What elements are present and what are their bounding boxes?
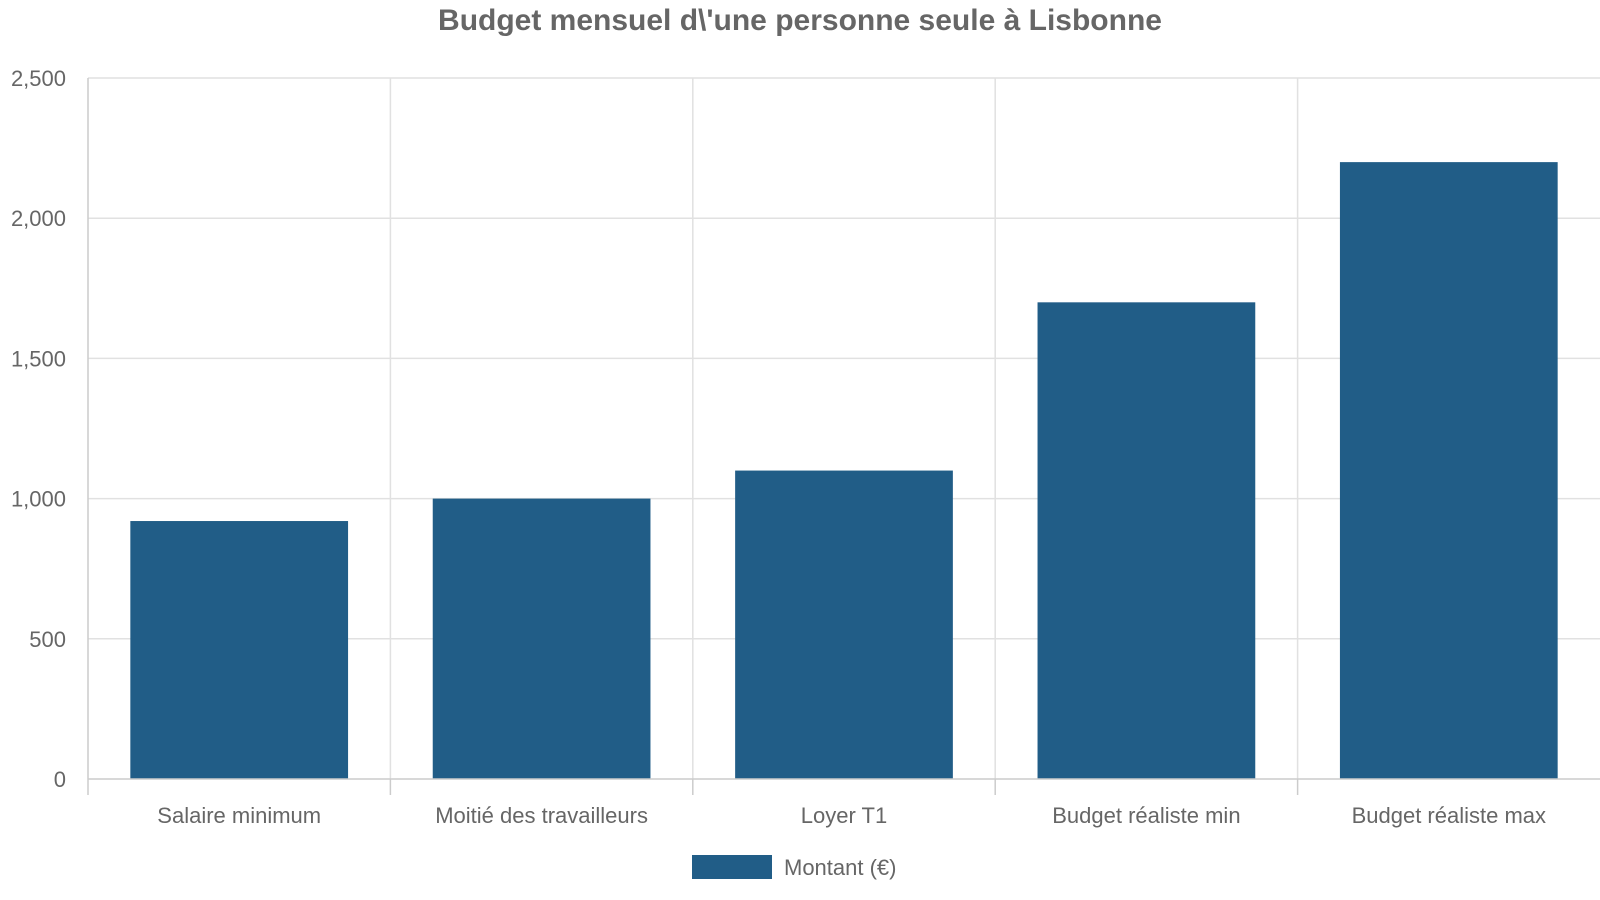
y-tick-label: 500 [29, 627, 66, 652]
bar [1339, 162, 1558, 779]
bar [735, 470, 953, 779]
x-tick-label: Budget réaliste min [1052, 803, 1240, 828]
bar [130, 521, 349, 779]
y-tick-label: 1,500 [11, 346, 66, 371]
y-tick-label: 2,000 [11, 206, 66, 231]
bars [130, 162, 1558, 779]
x-tick-label: Budget réaliste max [1352, 803, 1546, 828]
bar [432, 498, 651, 779]
legend: Montant (€) [692, 855, 897, 880]
y-tick-label: 2,500 [11, 66, 66, 91]
bar [1037, 302, 1256, 779]
legend-swatch [692, 855, 772, 879]
x-tick-label: Loyer T1 [801, 803, 887, 828]
chart-title: Budget mensuel d\'une personne seule à L… [438, 4, 1162, 37]
x-tick-label: Moitié des travailleurs [435, 803, 648, 828]
y-tick-label: 0 [54, 767, 66, 792]
legend-label: Montant (€) [784, 855, 897, 880]
axes: 0 500 1,000 1,500 2,000 2,500 Salaire minimum M… [11, 66, 1600, 828]
x-tick-label: Salaire minimum [157, 803, 321, 828]
y-tick-label: 1,000 [11, 487, 66, 512]
